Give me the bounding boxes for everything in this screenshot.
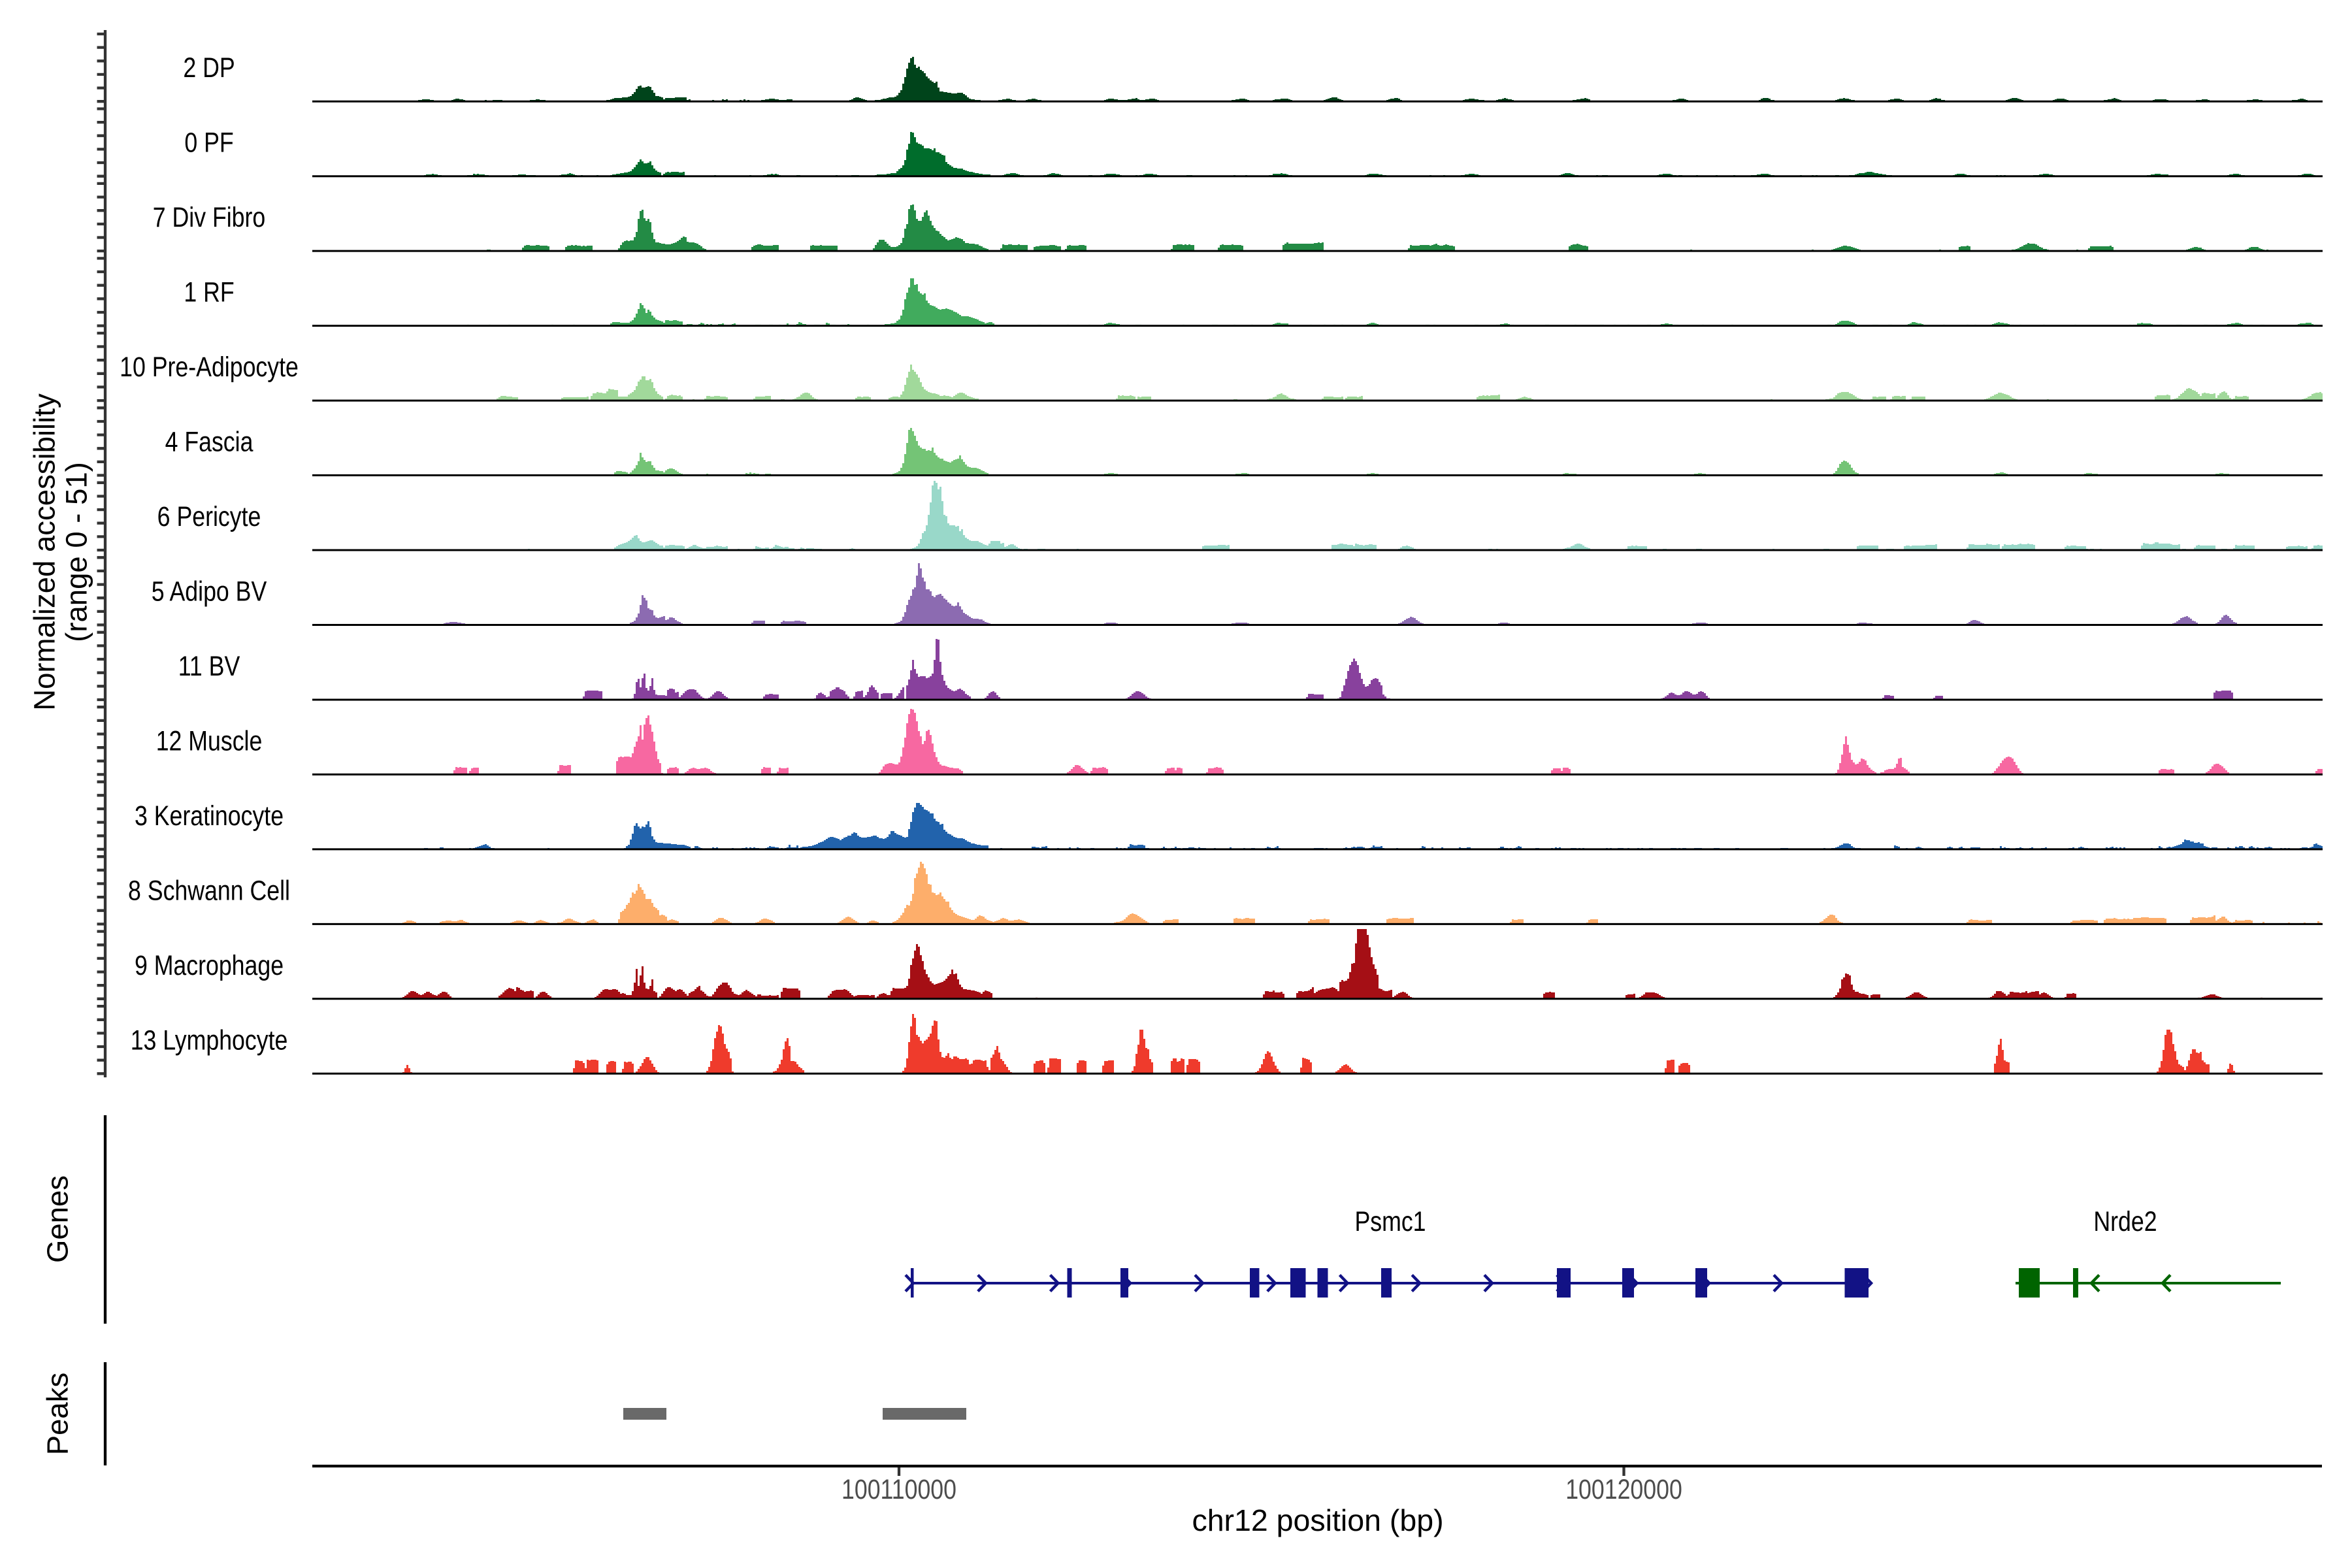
svg-text:3 Keratinocyte: 3 Keratinocyte — [135, 800, 284, 832]
svg-text:6 Pericyte: 6 Pericyte — [157, 501, 261, 532]
svg-text:5 Adipo BV: 5 Adipo BV — [152, 576, 267, 607]
svg-text:0 PF: 0 PF — [184, 127, 233, 159]
svg-text:Normalized accessibility: Normalized accessibility — [28, 393, 61, 711]
svg-text:12 Muscle: 12 Muscle — [156, 725, 263, 757]
svg-text:100120000: 100120000 — [1565, 1474, 1682, 1505]
svg-text:Peaks: Peaks — [41, 1373, 74, 1455]
svg-text:Nrde2: Nrde2 — [2093, 1206, 2157, 1237]
svg-text:7 Div Fibro: 7 Div Fibro — [153, 202, 265, 233]
svg-text:(range 0 - 51): (range 0 - 51) — [60, 462, 93, 642]
svg-text:1 RF: 1 RF — [184, 277, 234, 308]
svg-text:8 Schwann Cell: 8 Schwann Cell — [128, 875, 290, 906]
svg-text:11 BV: 11 BV — [178, 651, 240, 682]
svg-text:chr12 position (bp): chr12 position (bp) — [1192, 1503, 1443, 1537]
svg-text:10 Pre-Adipocyte: 10 Pre-Adipocyte — [120, 351, 299, 383]
svg-text:Psmc1: Psmc1 — [1354, 1206, 1426, 1237]
svg-text:13 Lymphocyte: 13 Lymphocyte — [131, 1024, 288, 1056]
svg-text:100110000: 100110000 — [841, 1474, 956, 1505]
svg-text:9 Macrophage: 9 Macrophage — [135, 950, 284, 981]
svg-text:2 DP: 2 DP — [183, 52, 235, 84]
svg-text:4 Fascia: 4 Fascia — [165, 426, 253, 457]
svg-text:Genes: Genes — [41, 1175, 74, 1263]
